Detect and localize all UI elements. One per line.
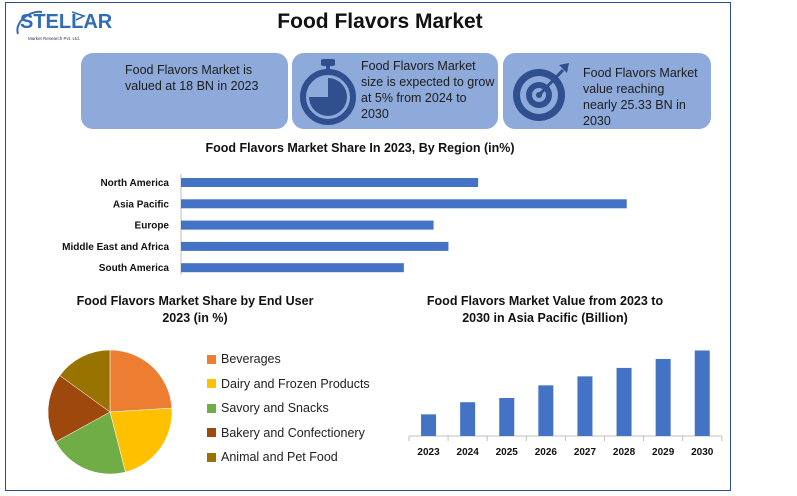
region-bar	[181, 220, 434, 230]
pie-slice	[109, 349, 173, 413]
legend-swatch	[207, 428, 216, 438]
apac-tick-label: 2027	[574, 447, 597, 458]
logo-tagline: Market Research Pvt. Ltd.	[28, 36, 81, 41]
apac-tick-label: 2030	[691, 447, 714, 458]
pie-slice	[47, 375, 111, 443]
apac-tick-label: 2023	[417, 447, 440, 458]
apac-bar	[577, 376, 593, 436]
stellar-logo: STELLAR Market Research Pvt. Ltd.	[12, 6, 112, 48]
apac-bar	[616, 367, 632, 436]
card-line: Food Flavors Market	[583, 66, 698, 80]
target-icon	[513, 63, 569, 121]
pie-title-line: Food Flavors Market Share by End User	[76, 294, 314, 308]
card-line: Food Flavors Market is	[125, 63, 253, 77]
legend-swatch	[207, 452, 216, 462]
legend-swatch	[207, 403, 216, 413]
apac-bar	[538, 385, 554, 436]
apac-tick-label: 2025	[496, 447, 519, 458]
end-user-pie-chart	[47, 349, 173, 475]
info-card-forecast: Food Flavors Market value reaching nearl…	[503, 53, 711, 129]
apac-bar	[421, 414, 437, 436]
apac-bar	[499, 398, 515, 436]
pie-legend: Beverages Dairy and Frozen Products Savory…	[207, 347, 370, 470]
apac-tick-label: 2029	[652, 447, 675, 458]
apac-tick-label: 2028	[613, 447, 636, 458]
info-card-growth: Food Flavors Market size is expected to …	[292, 53, 498, 129]
region-tick-label: Europe	[135, 221, 170, 232]
region-tick-label: Middle East and Africa	[62, 242, 169, 253]
card-line: valued at 18 BN in 2023	[125, 79, 259, 93]
logo-wordmark: STELLAR	[20, 11, 113, 33]
legend-item: Animal and Pet Food	[207, 445, 370, 470]
card-line: Food Flavors Market	[361, 59, 476, 73]
apac-chart-title: Food Flavors Market Value from 2023 to 2…	[395, 293, 695, 327]
legend-label: Dairy and Frozen Products	[221, 376, 370, 391]
legend-swatch	[207, 379, 216, 389]
info-card-market-value: Food Flavors Market is valued at 18 BN i…	[81, 53, 288, 129]
pie-slice	[109, 407, 173, 473]
card-line: at 5% from 2024 to	[361, 91, 467, 105]
apac-bar	[655, 358, 671, 436]
legend-item: Savory and Snacks	[207, 396, 370, 421]
legend-item: Dairy and Frozen Products	[207, 372, 370, 397]
region-tick-label: South America	[99, 263, 170, 274]
pie-title-line: 2023 (in %)	[162, 311, 228, 325]
legend-swatch	[207, 354, 216, 364]
legend-label: Savory and Snacks	[221, 401, 329, 416]
apac-bar	[694, 350, 710, 436]
apac-title-line: 2030 in Asia Pacific (Billion)	[462, 311, 628, 325]
card-line: size is expected to grow	[361, 75, 495, 89]
pie-chart-title: Food Flavors Market Share by End User 20…	[40, 293, 350, 327]
apac-title-line: Food Flavors Market Value from 2023 to	[426, 294, 664, 308]
logo-swoosh-icon	[16, 10, 87, 35]
apac-column-chart: 2023 2024 2025 2026 2027 2028 2029 2030	[408, 350, 723, 458]
region-chart-title: Food Flavors Market Share In 2023, By Re…	[205, 141, 515, 155]
pie-slice	[55, 411, 126, 475]
region-tick-label: North America	[100, 178, 169, 189]
legend-label: Bakery and Confectionery	[221, 425, 365, 440]
card-line: 2030	[361, 107, 389, 121]
region-bar-chart: North America Asia Pacific Europe Middle Ea…	[62, 174, 627, 275]
apac-bar	[460, 402, 476, 436]
region-bar	[181, 178, 479, 187]
stopwatch-icon	[300, 59, 356, 125]
legend-item: Bakery and Confectionery	[207, 421, 370, 446]
region-bar	[181, 199, 627, 209]
card-line: nearly 25.33 BN in	[583, 98, 686, 112]
apac-tick-label: 2026	[535, 447, 558, 458]
region-bar	[181, 263, 404, 273]
pie-slice	[59, 349, 111, 413]
card-line: value reaching	[583, 82, 665, 96]
region-bar	[181, 241, 449, 251]
card-line: 2030	[583, 114, 611, 128]
page-title: Food Flavors Market	[277, 10, 483, 33]
legend-label: Animal and Pet Food	[221, 450, 338, 465]
legend-label: Beverages	[221, 352, 281, 367]
apac-tick-label: 2024	[457, 447, 480, 458]
legend-item: Beverages	[207, 347, 370, 372]
region-tick-label: Asia Pacific	[113, 199, 170, 210]
